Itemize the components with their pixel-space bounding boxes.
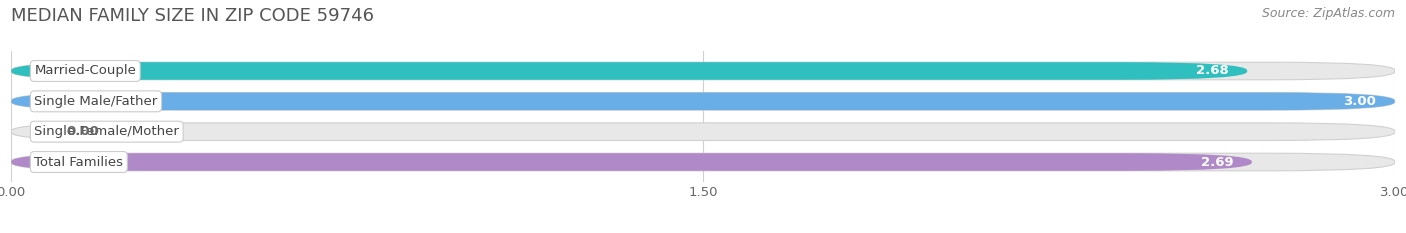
Text: Single Male/Father: Single Male/Father xyxy=(34,95,157,108)
FancyBboxPatch shape xyxy=(11,62,1395,80)
FancyBboxPatch shape xyxy=(11,93,1395,110)
Text: MEDIAN FAMILY SIZE IN ZIP CODE 59746: MEDIAN FAMILY SIZE IN ZIP CODE 59746 xyxy=(11,7,374,25)
Text: 2.68: 2.68 xyxy=(1197,65,1229,78)
Text: Married-Couple: Married-Couple xyxy=(34,65,136,78)
FancyBboxPatch shape xyxy=(11,93,1395,110)
Text: 2.69: 2.69 xyxy=(1201,155,1233,168)
FancyBboxPatch shape xyxy=(11,123,1395,140)
FancyBboxPatch shape xyxy=(11,153,1251,171)
Text: Source: ZipAtlas.com: Source: ZipAtlas.com xyxy=(1261,7,1395,20)
Text: Total Families: Total Families xyxy=(34,155,124,168)
FancyBboxPatch shape xyxy=(11,153,1395,171)
Text: 0.00: 0.00 xyxy=(66,125,100,138)
Text: Single Female/Mother: Single Female/Mother xyxy=(34,125,179,138)
FancyBboxPatch shape xyxy=(11,62,1247,80)
Text: 3.00: 3.00 xyxy=(1343,95,1376,108)
